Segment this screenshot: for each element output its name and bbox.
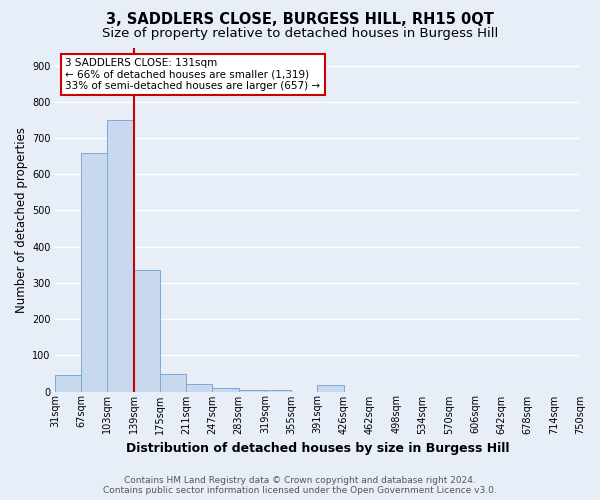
Text: Contains HM Land Registry data © Crown copyright and database right 2024.
Contai: Contains HM Land Registry data © Crown c… bbox=[103, 476, 497, 495]
Y-axis label: Number of detached properties: Number of detached properties bbox=[15, 126, 28, 312]
Bar bbox=[134, 270, 160, 392]
Text: 3 SADDLERS CLOSE: 131sqm
← 66% of detached houses are smaller (1,319)
33% of sem: 3 SADDLERS CLOSE: 131sqm ← 66% of detach… bbox=[65, 58, 320, 91]
Bar bbox=[317, 385, 344, 392]
Bar bbox=[186, 384, 212, 392]
Bar bbox=[107, 120, 134, 392]
Text: 3, SADDLERS CLOSE, BURGESS HILL, RH15 0QT: 3, SADDLERS CLOSE, BURGESS HILL, RH15 0Q… bbox=[106, 12, 494, 28]
Bar bbox=[239, 390, 265, 392]
Text: Size of property relative to detached houses in Burgess Hill: Size of property relative to detached ho… bbox=[102, 28, 498, 40]
Bar bbox=[81, 153, 107, 392]
Bar bbox=[55, 375, 81, 392]
Bar bbox=[265, 390, 291, 392]
Bar bbox=[212, 388, 239, 392]
Bar bbox=[160, 374, 186, 392]
X-axis label: Distribution of detached houses by size in Burgess Hill: Distribution of detached houses by size … bbox=[125, 442, 509, 455]
